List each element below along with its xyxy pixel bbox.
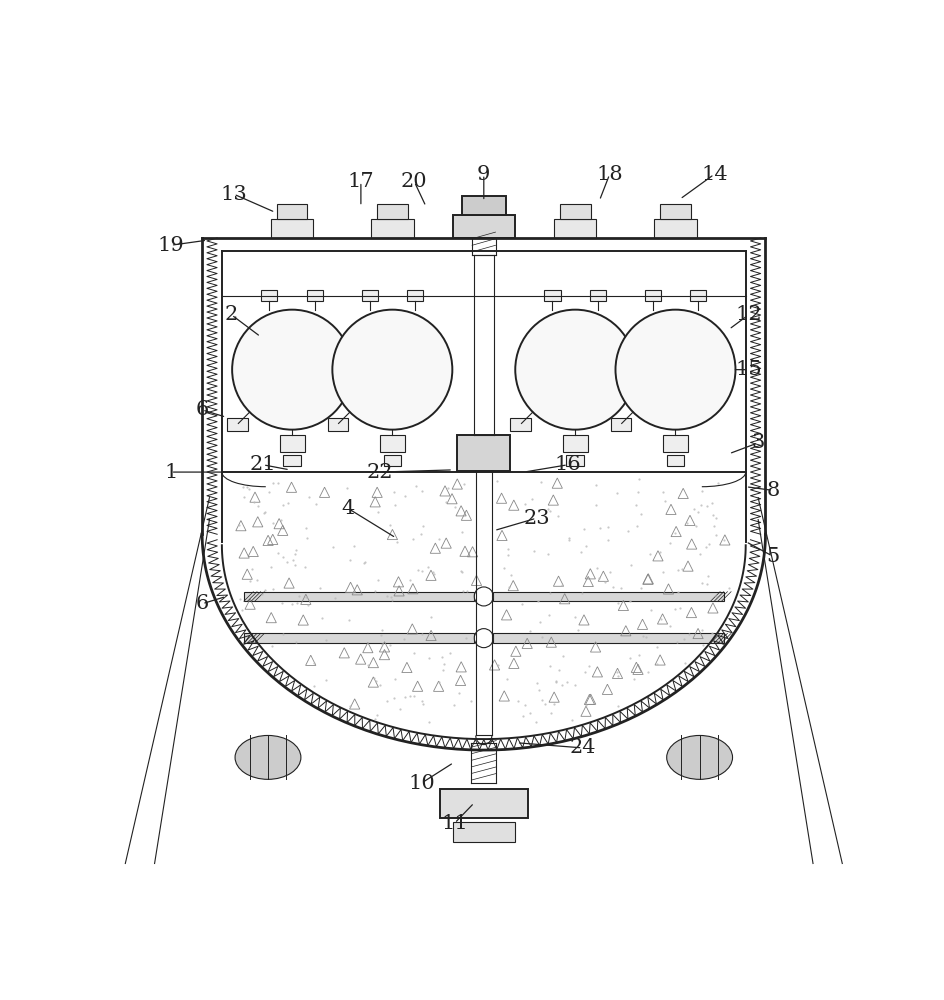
Circle shape	[474, 629, 494, 648]
Text: 14: 14	[701, 165, 728, 184]
Text: 15: 15	[735, 360, 762, 379]
Bar	[494, 633, 724, 643]
Bar	[453, 822, 514, 842]
Bar	[261, 290, 278, 301]
Text: 4: 4	[342, 499, 355, 518]
Text: 10: 10	[408, 774, 435, 793]
Text: 2: 2	[225, 305, 238, 324]
Bar	[283, 455, 301, 466]
Bar	[554, 219, 597, 238]
Text: 21: 21	[249, 455, 277, 474]
Bar	[666, 455, 684, 466]
Text: 19: 19	[158, 236, 184, 255]
Bar	[458, 435, 510, 471]
Text: 13: 13	[220, 185, 247, 204]
Bar	[377, 204, 408, 219]
Bar	[407, 290, 423, 301]
Bar	[328, 418, 348, 431]
Circle shape	[474, 587, 494, 606]
Bar	[244, 633, 474, 643]
Bar	[228, 418, 248, 431]
Text: 18: 18	[597, 165, 623, 184]
Bar	[511, 418, 531, 431]
Text: 6: 6	[195, 400, 209, 419]
Bar	[453, 215, 514, 238]
Ellipse shape	[666, 735, 733, 779]
Bar	[244, 592, 474, 601]
Text: 6: 6	[195, 594, 209, 613]
Bar	[379, 435, 405, 452]
Bar	[271, 219, 313, 238]
Bar	[383, 455, 401, 466]
Bar	[307, 290, 323, 301]
Text: 20: 20	[401, 172, 428, 191]
Bar	[279, 435, 305, 452]
Bar	[645, 290, 661, 301]
Bar	[362, 290, 378, 301]
Bar	[560, 204, 591, 219]
Text: 17: 17	[347, 172, 374, 191]
Circle shape	[515, 310, 635, 430]
Text: 11: 11	[441, 814, 468, 833]
Bar	[611, 418, 632, 431]
Bar	[462, 196, 506, 215]
Text: 24: 24	[569, 738, 596, 757]
Text: 16: 16	[555, 455, 582, 474]
Text: 5: 5	[767, 547, 780, 566]
Circle shape	[232, 310, 352, 430]
Bar	[590, 290, 606, 301]
Text: 9: 9	[477, 165, 491, 184]
Bar	[277, 204, 308, 219]
Bar	[494, 592, 724, 601]
Text: 8: 8	[767, 481, 780, 500]
Bar	[563, 435, 588, 452]
Text: 3: 3	[751, 433, 765, 452]
Circle shape	[332, 310, 452, 430]
Bar	[371, 219, 413, 238]
Bar	[566, 455, 584, 466]
Circle shape	[615, 310, 735, 430]
Text: 23: 23	[523, 509, 549, 528]
Text: 1: 1	[164, 463, 177, 482]
Text: 22: 22	[366, 463, 393, 482]
Bar	[654, 219, 697, 238]
Bar	[690, 290, 706, 301]
Text: 12: 12	[735, 305, 762, 324]
Bar	[440, 789, 528, 818]
Bar	[545, 290, 561, 301]
Bar	[663, 435, 688, 452]
Bar	[660, 204, 691, 219]
Ellipse shape	[235, 735, 301, 779]
